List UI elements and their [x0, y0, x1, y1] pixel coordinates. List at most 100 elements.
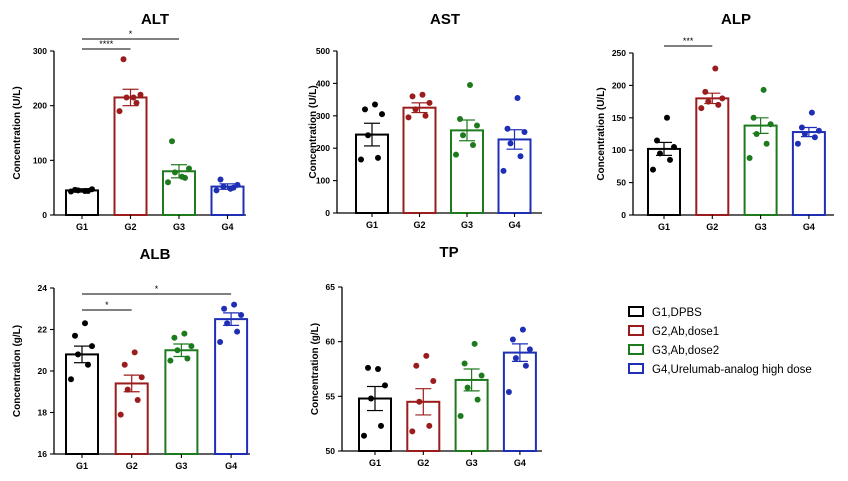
- data-point: [131, 349, 138, 356]
- data-point: [763, 140, 770, 147]
- data-point: [519, 326, 526, 333]
- legend-item: G2,Ab,dose1: [628, 325, 719, 338]
- significance-label: ****: [99, 39, 114, 49]
- x-tick-label: G2: [706, 222, 718, 232]
- y-tick-label: 16: [38, 449, 48, 459]
- data-point: [467, 82, 473, 89]
- data-point: [188, 343, 195, 350]
- y-tick-label: 150: [612, 113, 626, 123]
- x-tick-label: G3: [755, 222, 767, 232]
- data-point: [362, 106, 368, 113]
- y-tick-label: 65: [326, 282, 336, 292]
- y-tick-label: 22: [38, 325, 48, 335]
- data-point: [430, 378, 437, 385]
- data-point: [457, 116, 463, 123]
- data-point: [798, 124, 805, 131]
- data-point: [220, 183, 227, 190]
- y-tick-label: 300: [33, 46, 47, 56]
- data-point: [719, 95, 726, 102]
- y-tick-label: 200: [316, 143, 330, 153]
- data-point: [423, 352, 430, 359]
- data-point: [750, 114, 757, 121]
- data-point: [72, 186, 78, 193]
- bar-g3: [743, 124, 778, 216]
- data-point: [409, 93, 416, 100]
- data-point: [121, 361, 128, 368]
- data-point: [213, 187, 220, 194]
- data-point: [238, 311, 245, 318]
- y-axis-label: Concentration (U/L): [596, 87, 607, 180]
- y-tick-label: 0: [325, 208, 330, 218]
- y-tick-label: 300: [316, 111, 330, 121]
- chart-title: TP: [439, 244, 458, 261]
- data-point: [358, 156, 364, 163]
- significance-label: *: [155, 284, 159, 294]
- data-point: [474, 122, 480, 129]
- data-point: [794, 140, 801, 147]
- data-point: [522, 362, 529, 369]
- data-point: [234, 181, 241, 188]
- y-axis-label: Concentration (g/L): [12, 325, 23, 417]
- data-point: [231, 301, 238, 308]
- legend-swatch: [628, 306, 644, 317]
- bar-g1: [65, 353, 99, 455]
- y-tick-label: 24: [38, 283, 48, 293]
- x-tick-label: G1: [76, 461, 88, 471]
- data-point: [174, 347, 181, 354]
- significance-label: ***: [683, 36, 694, 46]
- y-axis-label: Concentration (U/L): [12, 86, 23, 179]
- bar-g3: [454, 378, 489, 452]
- data-point: [378, 422, 384, 429]
- legend-label: G3,Ab,dose2: [652, 345, 719, 357]
- y-tick-label: 250: [612, 48, 626, 58]
- y-tick-label: 60: [326, 337, 336, 347]
- data-point: [412, 106, 419, 113]
- data-point: [416, 398, 423, 405]
- legend-label: G2,Ab,dose1: [652, 326, 719, 338]
- data-point: [811, 134, 818, 141]
- data-point: [375, 366, 381, 372]
- data-point: [181, 330, 188, 337]
- y-tick-label: 100: [316, 176, 330, 186]
- data-point: [422, 112, 429, 119]
- y-tick-label: 18: [38, 408, 48, 418]
- data-point: [760, 86, 767, 93]
- bar-g4: [502, 351, 537, 453]
- x-tick-label: G2: [126, 461, 138, 471]
- data-point: [68, 376, 74, 383]
- data-point: [184, 355, 191, 362]
- data-point: [234, 328, 241, 335]
- data-point: [179, 173, 185, 180]
- data-point: [217, 338, 224, 345]
- y-tick-label: 20: [38, 366, 48, 376]
- bar-g2: [113, 96, 148, 216]
- data-point: [705, 98, 712, 105]
- bar-g3: [164, 349, 199, 455]
- data-point: [365, 364, 371, 371]
- data-point: [368, 395, 374, 402]
- data-point: [409, 428, 416, 435]
- x-tick-label: G1: [369, 458, 381, 468]
- data-point: [505, 388, 512, 395]
- x-tick-label: G4: [225, 461, 237, 471]
- data-point: [82, 320, 88, 327]
- data-point: [471, 340, 478, 347]
- data-point: [133, 99, 140, 106]
- data-point: [167, 357, 174, 364]
- data-point: [361, 432, 367, 439]
- data-point: [453, 151, 459, 158]
- y-tick-label: 100: [612, 145, 626, 155]
- significance-label: *: [129, 29, 133, 39]
- data-point: [224, 320, 231, 327]
- legend-swatch: [628, 344, 644, 355]
- data-point: [172, 169, 178, 176]
- y-tick-label: 100: [33, 155, 47, 165]
- data-point: [507, 140, 514, 147]
- legend-label: G1,DPBS: [652, 307, 702, 319]
- data-point: [526, 346, 533, 353]
- y-axis-label: Concentration (g/L): [310, 323, 321, 415]
- x-tick-label: G3: [461, 220, 473, 230]
- data-point: [426, 422, 433, 429]
- data-point: [514, 94, 521, 101]
- data-point: [464, 384, 471, 391]
